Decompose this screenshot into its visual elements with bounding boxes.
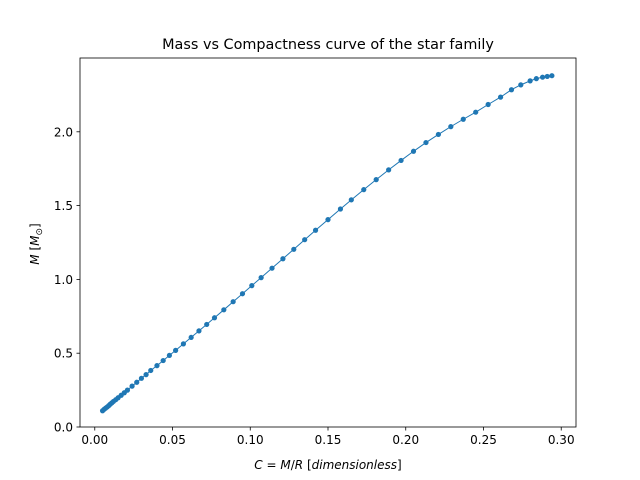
data-point (258, 275, 264, 281)
data-point (497, 94, 504, 100)
data-point (280, 256, 286, 262)
data-point (325, 217, 331, 223)
data-point (337, 206, 344, 212)
x-tick-label: 0.25 (470, 433, 497, 447)
data-point (221, 307, 227, 313)
data-point (188, 334, 194, 341)
data-point (386, 167, 392, 173)
x-tick-label: 0.10 (237, 433, 264, 447)
data-point (435, 131, 441, 138)
data-point (173, 347, 179, 353)
data-point (361, 187, 367, 193)
data-point (230, 299, 236, 305)
data-point (448, 124, 454, 130)
x-tick-label: 0.20 (392, 433, 419, 447)
data-point (544, 73, 550, 80)
data-point (518, 82, 524, 88)
chart-title: Mass vs Compactness curve of the star fa… (162, 37, 494, 53)
data-point (204, 321, 210, 328)
series-layer (99, 73, 555, 414)
data-point (410, 148, 417, 154)
data-point (473, 109, 479, 115)
data-point (196, 328, 202, 334)
y-tick-label: 0.0 (54, 421, 73, 435)
data-point (239, 291, 246, 297)
y-tick-label: 0.5 (54, 347, 73, 361)
x-axis-ticks: 0.00 0.05 0.10 0.15 0.20 0.25 0.30 (81, 427, 575, 447)
data-point (154, 363, 160, 369)
data-point (138, 375, 145, 381)
data-point (134, 379, 140, 385)
data-point (312, 227, 319, 233)
data-point (249, 283, 255, 289)
data-point (269, 265, 275, 271)
x-tick-label: 0.05 (159, 433, 186, 447)
data-point (129, 383, 135, 389)
data-point (143, 372, 149, 378)
x-tick-label: 0.15 (315, 433, 342, 447)
data-point (124, 387, 131, 393)
data-point (533, 76, 539, 82)
y-tick-label: 2.0 (54, 125, 73, 139)
y-tick-label: 1.5 (54, 199, 73, 213)
data-point (291, 246, 297, 252)
data-point (527, 78, 533, 84)
data-point (348, 197, 354, 203)
x-tick-label: 0.30 (548, 433, 575, 447)
data-point (460, 116, 466, 122)
data-point (373, 177, 379, 183)
x-tick-label: 0.00 (81, 433, 108, 447)
x-axis-label: C = M/R [dimensionless] (254, 458, 401, 472)
y-axis-label: M [M⊙] (28, 223, 45, 264)
data-point (549, 73, 555, 79)
data-point (166, 352, 172, 359)
y-tick-label: 1.0 (54, 273, 73, 287)
data-point (539, 74, 546, 80)
data-point (180, 341, 186, 347)
data-point (508, 87, 515, 93)
data-point (148, 367, 154, 374)
data-point (398, 157, 404, 164)
data-point (485, 101, 491, 108)
data-point (302, 237, 308, 243)
data-point (211, 315, 218, 321)
data-point (160, 357, 166, 364)
data-point (423, 139, 429, 146)
y-axis-ticks: 0.0 0.5 1.0 1.5 2.0 (54, 125, 80, 435)
